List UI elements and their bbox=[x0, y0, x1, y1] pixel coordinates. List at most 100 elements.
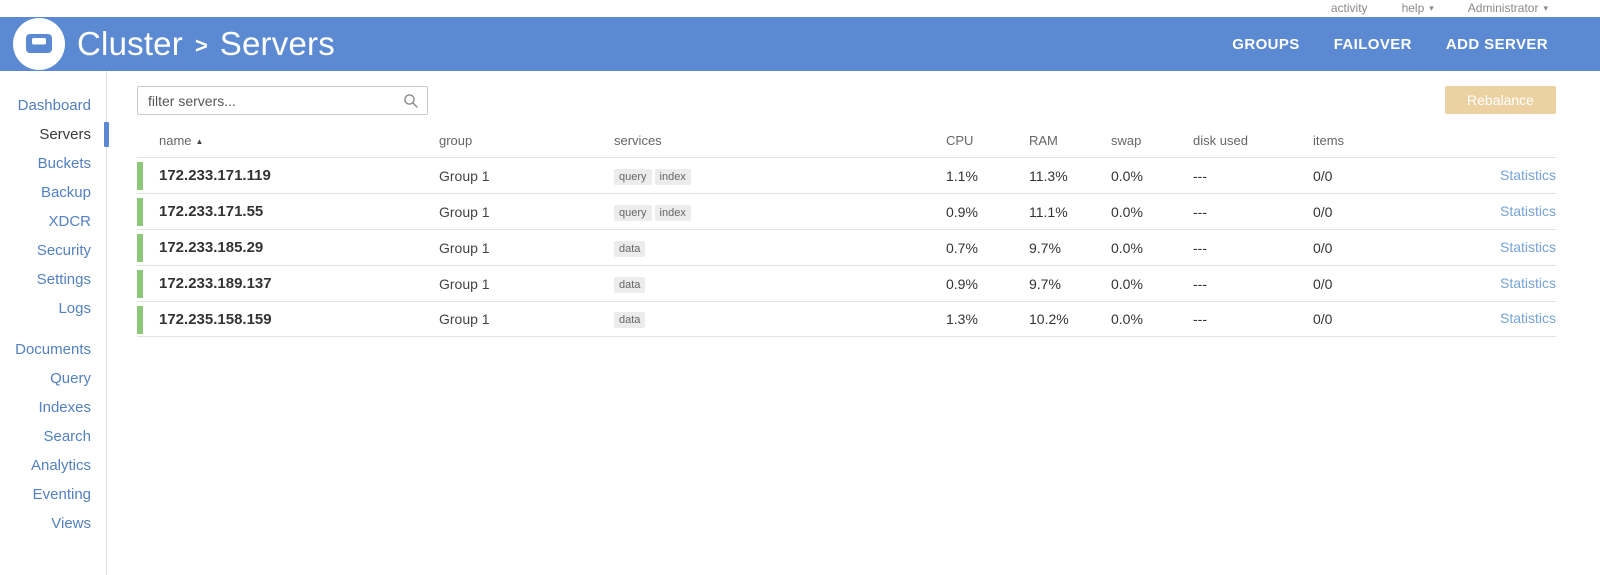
server-items: 0/0 bbox=[1313, 311, 1333, 327]
server-cpu: 0.7% bbox=[946, 239, 978, 256]
utility-bar: activity help ▾ Administrator ▾ bbox=[0, 0, 1600, 17]
filter-wrap bbox=[137, 86, 428, 115]
column-header-cpu[interactable]: CPU bbox=[946, 132, 974, 148]
statistics-link[interactable]: Statistics bbox=[1499, 166, 1556, 183]
server-ram: 9.7% bbox=[1029, 239, 1061, 256]
service-badge: data bbox=[614, 276, 646, 293]
filter-servers-input[interactable] bbox=[137, 86, 428, 115]
column-header-group[interactable]: group bbox=[439, 132, 473, 148]
column-header-disk-used[interactable]: disk used bbox=[1193, 132, 1248, 148]
sidebar-item-views[interactable]: Views bbox=[51, 515, 91, 532]
statistics-link[interactable]: Statistics bbox=[1499, 238, 1556, 255]
server-group: Group 1 bbox=[439, 275, 490, 292]
server-cpu: 1.1% bbox=[946, 167, 978, 184]
sidebar-item-query[interactable]: Query bbox=[50, 370, 91, 387]
server-cpu: 0.9% bbox=[946, 203, 978, 220]
groups-button[interactable]: GROUPS bbox=[1232, 35, 1300, 53]
statistics-link[interactable]: Statistics bbox=[1499, 310, 1556, 326]
server-health-bar bbox=[137, 198, 143, 226]
sidebar-item-servers[interactable]: Servers bbox=[0, 120, 109, 149]
server-group: Group 1 bbox=[439, 203, 490, 220]
search-icon bbox=[403, 93, 419, 114]
server-group: Group 1 bbox=[439, 311, 490, 327]
table-row[interactable]: 172.233.189.137 Group 1 data 0.9% 9.7% 0… bbox=[137, 265, 1556, 301]
table-row[interactable]: 172.235.158.159 Group 1 data 1.3% 10.2% … bbox=[137, 301, 1556, 337]
main-content: Rebalance name▲ group services CPU RAM s… bbox=[107, 71, 1600, 575]
sidebar-item-analytics[interactable]: Analytics bbox=[30, 457, 91, 474]
server-name: 172.235.158.159 bbox=[159, 310, 272, 328]
sidebar-item-settings[interactable]: Settings bbox=[36, 271, 91, 288]
user-menu[interactable]: Administrator ▾ bbox=[1468, 0, 1548, 17]
failover-button[interactable]: FAILOVER bbox=[1333, 35, 1412, 53]
table-row[interactable]: 172.233.185.29 Group 1 data 0.7% 9.7% 0.… bbox=[137, 229, 1556, 265]
servers-table: name ▲ group services CPU RAM swap disk u… bbox=[137, 123, 1556, 337]
column-header-services[interactable]: services bbox=[614, 132, 662, 148]
server-health-bar bbox=[137, 234, 143, 262]
rebalance-button[interactable]: Rebalance bbox=[1445, 86, 1556, 114]
activity-label: activity bbox=[1330, 1, 1368, 15]
help-label: help bbox=[1401, 1, 1425, 15]
server-ram: 10.2% bbox=[1029, 311, 1069, 327]
server-ram: 9.7% bbox=[1029, 275, 1061, 292]
active-indicator bbox=[104, 122, 109, 147]
statistics-link[interactable]: Statistics bbox=[1499, 202, 1556, 219]
server-health-bar bbox=[137, 270, 143, 298]
help-menu[interactable]: help ▾ bbox=[1402, 0, 1434, 17]
breadcrumb: Cluster > Servers bbox=[77, 25, 335, 63]
service-badge: query bbox=[614, 168, 652, 185]
server-disk-used: --- bbox=[1193, 275, 1207, 292]
chevron-down-icon: ▾ bbox=[1543, 3, 1548, 13]
server-ram: 11.3% bbox=[1029, 167, 1068, 184]
server-items: 0/0 bbox=[1313, 167, 1333, 184]
server-health-bar bbox=[137, 306, 143, 334]
server-swap: 0.0% bbox=[1111, 203, 1143, 220]
sidebar-item-buckets[interactable]: Buckets bbox=[37, 155, 91, 172]
activity-link[interactable]: activity bbox=[1331, 0, 1368, 17]
server-services: query index bbox=[614, 167, 946, 185]
server-swap: 0.0% bbox=[1111, 311, 1143, 327]
column-header-items[interactable]: items bbox=[1313, 132, 1345, 148]
server-items: 0/0 bbox=[1313, 203, 1333, 220]
server-name: 172.233.171.55 bbox=[159, 203, 264, 220]
add-server-button[interactable]: ADD SERVER bbox=[1445, 35, 1548, 53]
server-name: 172.233.189.137 bbox=[159, 275, 272, 292]
server-group: Group 1 bbox=[439, 239, 490, 256]
column-header-name[interactable]: name ▲ bbox=[159, 132, 204, 148]
column-header-swap[interactable]: swap bbox=[1111, 132, 1142, 148]
sort-asc-icon: ▲ bbox=[195, 136, 204, 146]
sidebar-item-security[interactable]: Security bbox=[36, 242, 91, 259]
server-services: data bbox=[614, 239, 946, 257]
server-items: 0/0 bbox=[1313, 239, 1333, 256]
server-services: query index bbox=[614, 203, 946, 221]
server-services: data bbox=[614, 275, 946, 293]
server-ram: 11.1% bbox=[1029, 203, 1068, 220]
sidebar-item-dashboard[interactable]: Dashboard bbox=[17, 97, 91, 114]
server-services: data bbox=[614, 310, 946, 328]
sidebar-nav: Dashboard Servers Buckets Backup XDCR Se… bbox=[0, 71, 109, 575]
sidebar-item-search[interactable]: Search bbox=[43, 428, 91, 445]
server-items: 0/0 bbox=[1313, 275, 1333, 292]
table-row[interactable]: 172.233.171.119 Group 1 query index 1.1% … bbox=[137, 157, 1556, 193]
statistics-link[interactable]: Statistics bbox=[1499, 274, 1556, 291]
server-swap: 0.0% bbox=[1111, 275, 1143, 292]
service-badge: query bbox=[614, 204, 652, 221]
column-header-ram[interactable]: RAM bbox=[1029, 132, 1058, 148]
sidebar-item-indexes[interactable]: Indexes bbox=[38, 399, 91, 416]
server-group: Group 1 bbox=[439, 167, 490, 184]
server-name: 172.233.171.119 bbox=[159, 167, 271, 184]
server-swap: 0.0% bbox=[1111, 167, 1143, 184]
sidebar-item-xdcr[interactable]: XDCR bbox=[48, 213, 91, 230]
sidebar-item-eventing[interactable]: Eventing bbox=[32, 486, 91, 503]
breadcrumb-cluster[interactable]: Cluster bbox=[77, 25, 183, 62]
sidebar-item-logs[interactable]: Logs bbox=[58, 300, 91, 317]
server-disk-used: --- bbox=[1193, 239, 1207, 256]
couchbase-logo-icon bbox=[13, 18, 65, 70]
sidebar-item-backup[interactable]: Backup bbox=[40, 184, 91, 201]
service-badge: data bbox=[614, 240, 646, 257]
server-swap: 0.0% bbox=[1111, 239, 1143, 256]
table-row[interactable]: 172.233.171.55 Group 1 query index 0.9% 1… bbox=[137, 193, 1556, 229]
app-header: Cluster > Servers GROUPS FAILOVER ADD SE… bbox=[0, 17, 1600, 71]
server-disk-used: --- bbox=[1193, 167, 1207, 184]
servers-toolbar: Rebalance bbox=[137, 86, 1556, 115]
sidebar-item-documents[interactable]: Documents bbox=[15, 341, 91, 358]
